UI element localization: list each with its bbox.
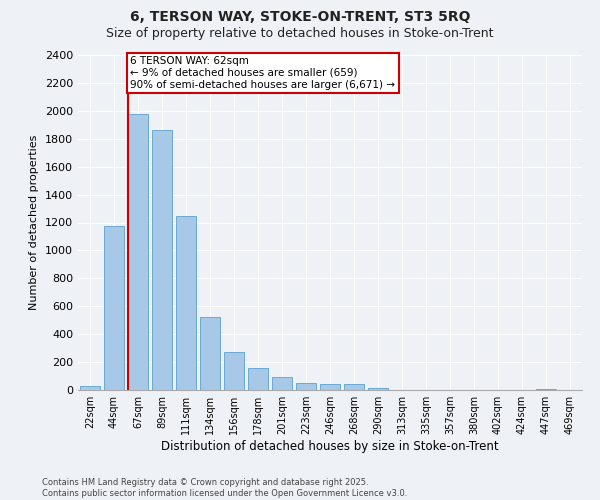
Bar xyxy=(200,316,220,390)
Bar xyxy=(320,384,340,390)
Bar xyxy=(224,352,244,390)
X-axis label: Distribution of detached houses by size in Stoke-on-Trent: Distribution of detached houses by size … xyxy=(161,440,499,453)
Bar xyxy=(368,388,388,390)
Bar xyxy=(296,383,316,390)
Bar xyxy=(152,130,172,390)
Text: Contains HM Land Registry data © Crown copyright and database right 2025.
Contai: Contains HM Land Registry data © Crown c… xyxy=(42,478,407,498)
Text: 6 TERSON WAY: 62sqm
← 9% of detached houses are smaller (659)
90% of semi-detach: 6 TERSON WAY: 62sqm ← 9% of detached hou… xyxy=(130,56,395,90)
Bar xyxy=(176,216,196,390)
Bar xyxy=(104,226,124,390)
Bar xyxy=(80,386,100,390)
Bar xyxy=(344,384,364,390)
Text: Size of property relative to detached houses in Stoke-on-Trent: Size of property relative to detached ho… xyxy=(106,28,494,40)
Y-axis label: Number of detached properties: Number of detached properties xyxy=(29,135,40,310)
Text: 6, TERSON WAY, STOKE-ON-TRENT, ST3 5RQ: 6, TERSON WAY, STOKE-ON-TRENT, ST3 5RQ xyxy=(130,10,470,24)
Bar xyxy=(536,388,556,390)
Bar xyxy=(272,378,292,390)
Bar xyxy=(128,114,148,390)
Bar xyxy=(248,368,268,390)
